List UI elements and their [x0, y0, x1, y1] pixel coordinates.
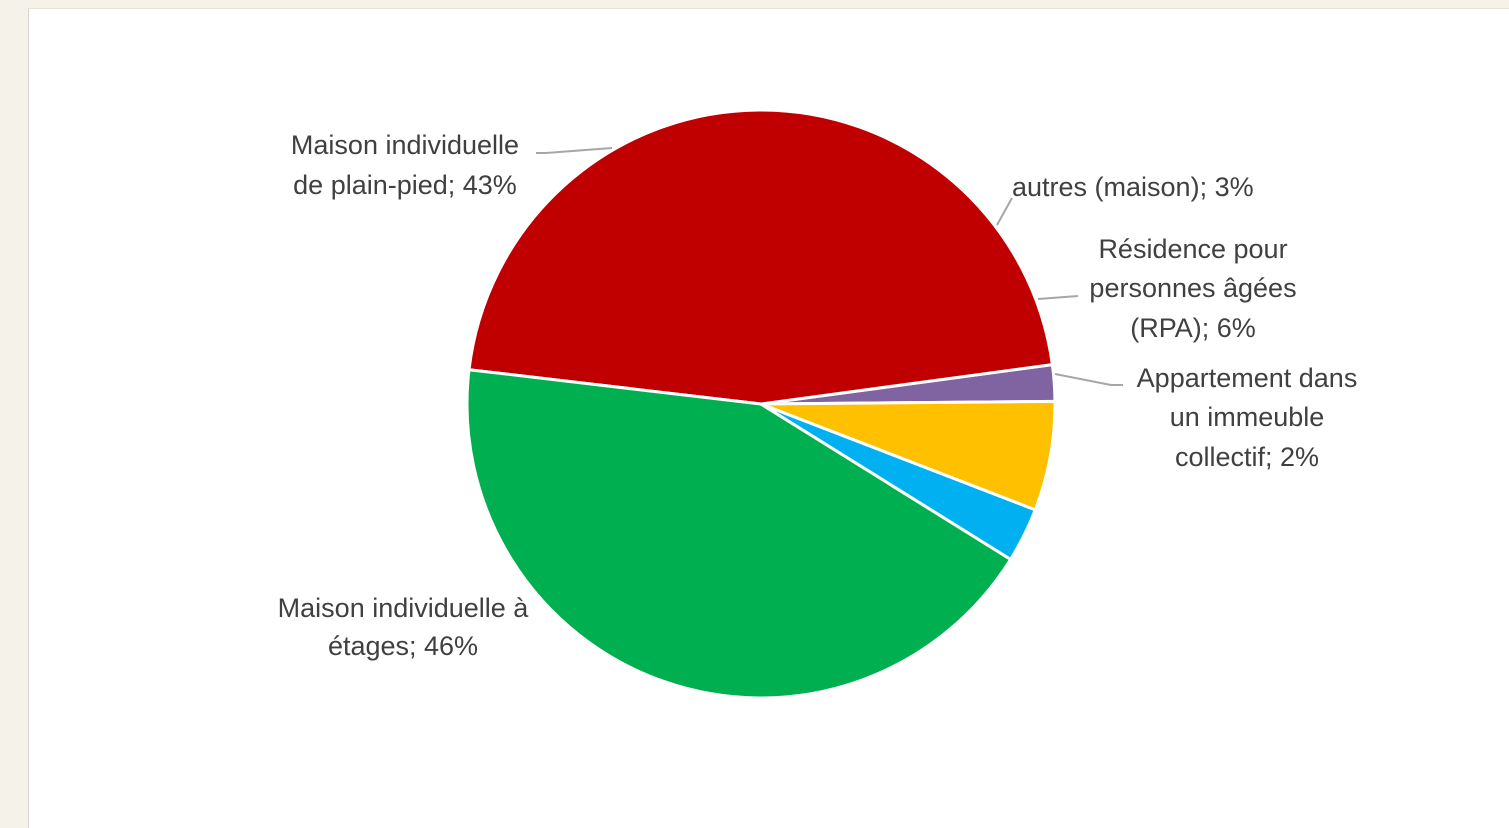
- leader-line-0: [536, 147, 613, 154]
- data-label-appartement-line-3: collectif; 2%: [1175, 442, 1319, 472]
- data-label-appartement: Appartement dans un immeuble collectif; …: [1137, 363, 1358, 472]
- data-label-autres-line-1: autres (maison); 3%: [1012, 172, 1254, 202]
- pie-slice-2: [465, 368, 1013, 700]
- pie-slices: [465, 108, 1057, 700]
- leader-line-3: [1054, 373, 1123, 386]
- pie-slice-4: [759, 399, 1057, 512]
- data-label-etages: Maison individuelle à étages; 46%: [278, 593, 530, 661]
- pie-slice-1: [467, 108, 1054, 406]
- data-label-etages-line-2: étages; 46%: [328, 631, 478, 661]
- data-label-plain-pied-line-2: de plain-pied; 43%: [293, 170, 517, 200]
- data-label-appartement-line-2: un immeuble: [1170, 402, 1325, 432]
- leader-line-1: [996, 197, 1013, 226]
- data-label-rpa-line-1: Résidence pour: [1098, 234, 1287, 264]
- data-label-plain-pied-line-1: Maison individuelle: [291, 130, 519, 160]
- data-label-rpa: Résidence pour personnes âgées (RPA); 6%: [1089, 234, 1296, 343]
- data-label-appartement-line-1: Appartement dans: [1137, 363, 1358, 393]
- data-label-rpa-line-2: personnes âgées: [1089, 273, 1296, 303]
- data-label-etages-line-1: Maison individuelle à: [278, 593, 530, 623]
- leader-lines: [536, 147, 1123, 386]
- leader-line-2: [1037, 295, 1079, 300]
- data-label-rpa-line-3: (RPA); 6%: [1130, 313, 1256, 343]
- data-label-autres: autres (maison); 3%: [1012, 172, 1254, 202]
- data-label-plain-pied: Maison individuelle de plain-pied; 43%: [291, 130, 519, 200]
